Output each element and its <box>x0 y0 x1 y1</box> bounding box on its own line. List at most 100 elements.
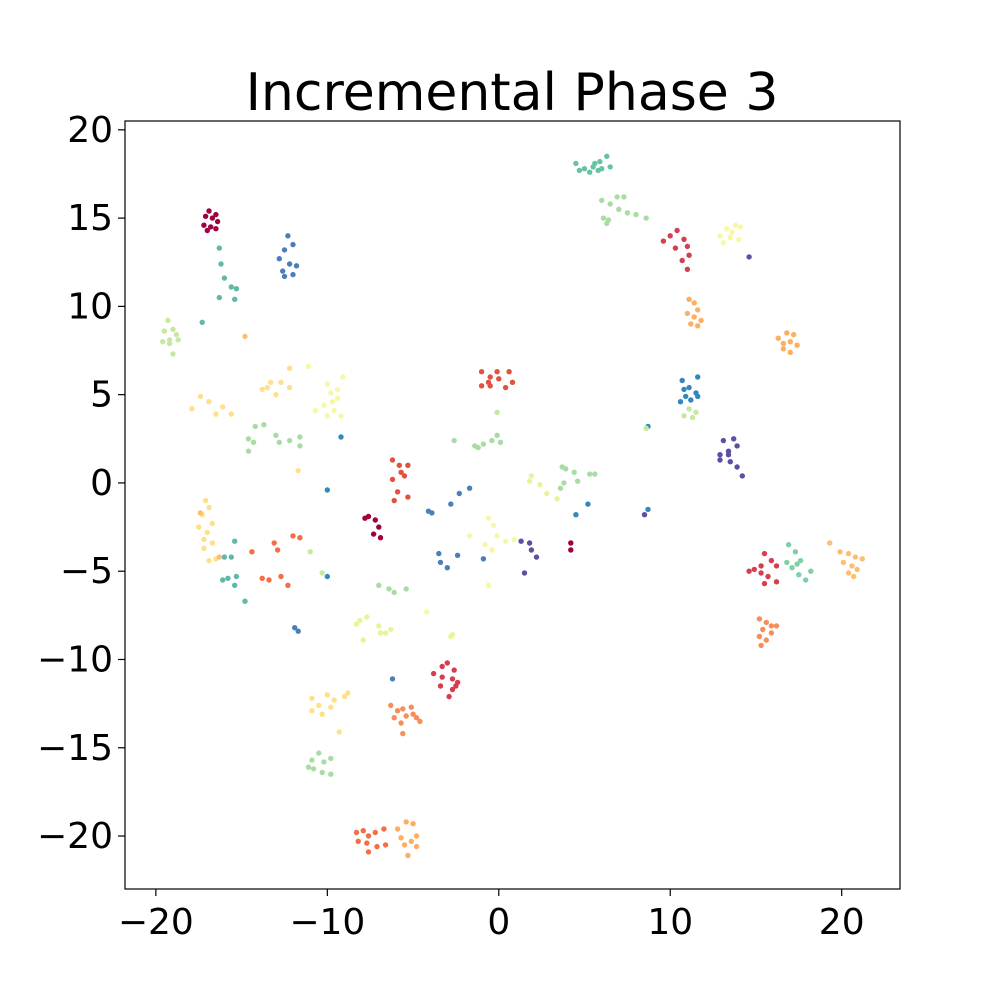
data-point <box>451 437 457 444</box>
data-point <box>225 575 231 581</box>
data-point <box>439 663 445 670</box>
data-point <box>573 160 579 167</box>
data-point <box>688 397 694 403</box>
data-point <box>285 582 291 588</box>
data-point <box>734 443 740 449</box>
data-point <box>372 829 378 836</box>
data-point <box>261 422 267 428</box>
data-point <box>259 575 265 581</box>
data-point <box>276 256 282 262</box>
data-point <box>372 517 378 523</box>
data-point <box>250 439 257 445</box>
data-point <box>571 469 577 475</box>
data-point <box>189 406 195 412</box>
data-point <box>338 413 344 419</box>
data-point <box>681 236 687 242</box>
data-point <box>334 386 341 393</box>
data-point <box>286 365 293 371</box>
data-point <box>273 432 279 438</box>
data-point <box>364 614 370 620</box>
data-point <box>494 533 500 539</box>
data-point <box>324 413 330 419</box>
data-point <box>286 261 293 267</box>
data-point <box>201 545 207 551</box>
data-point <box>286 437 293 444</box>
data-point <box>278 573 284 580</box>
data-point <box>587 169 593 175</box>
data-point <box>274 547 281 553</box>
data-point <box>765 573 771 580</box>
data-point <box>660 238 667 244</box>
data-point <box>410 821 416 827</box>
data-point <box>544 490 550 497</box>
x-tick-label: 0 <box>487 902 510 943</box>
data-point <box>408 838 414 844</box>
data-point <box>739 473 745 479</box>
data-point <box>218 261 224 267</box>
data-point <box>220 404 226 410</box>
data-point <box>353 829 360 836</box>
chart-title: Incremental Phase 3 <box>246 63 779 123</box>
data-point <box>792 549 799 555</box>
data-point <box>695 307 701 313</box>
data-point <box>213 211 219 218</box>
data-point <box>489 547 495 553</box>
data-point <box>624 210 631 216</box>
data-point <box>758 563 764 569</box>
data-point <box>297 443 303 449</box>
data-point <box>405 494 411 500</box>
data-point <box>206 504 212 511</box>
y-tick-label: 5 <box>90 375 113 416</box>
data-point <box>485 515 492 521</box>
data-point <box>587 471 593 477</box>
data-point <box>496 376 502 382</box>
data-point <box>213 411 219 417</box>
x-tick-label: −10 <box>289 902 365 943</box>
data-point <box>268 379 274 385</box>
data-point <box>252 423 258 430</box>
data-point <box>854 566 860 573</box>
data-point <box>394 708 401 714</box>
data-point <box>389 476 396 483</box>
data-point <box>228 411 234 417</box>
data-point <box>845 570 852 576</box>
data-point <box>688 321 694 327</box>
data-point <box>575 478 581 484</box>
data-point <box>362 515 368 521</box>
data-point <box>751 566 757 573</box>
data-point <box>763 619 769 626</box>
data-point <box>729 229 735 235</box>
y-tick-label: −20 <box>37 816 113 857</box>
data-point <box>449 632 456 638</box>
data-point <box>329 399 336 405</box>
data-point <box>717 233 723 239</box>
data-point <box>370 531 377 537</box>
data-point <box>489 437 495 444</box>
data-point <box>717 457 723 463</box>
data-point <box>376 524 382 530</box>
data-point <box>160 339 166 345</box>
data-point <box>756 616 763 622</box>
data-point <box>695 323 701 329</box>
data-point <box>242 598 248 604</box>
data-point <box>720 437 727 444</box>
data-point <box>554 496 560 502</box>
data-point <box>557 485 564 491</box>
data-point <box>280 268 286 274</box>
data-point <box>386 586 392 592</box>
data-point <box>271 540 277 546</box>
data-point <box>454 552 461 558</box>
data-point <box>761 550 768 557</box>
data-point <box>264 384 270 391</box>
data-point <box>451 667 457 673</box>
data-point <box>204 529 210 536</box>
data-point <box>667 233 673 239</box>
data-point <box>245 436 252 442</box>
data-point <box>175 337 181 343</box>
data-point <box>245 448 252 454</box>
data-point <box>170 351 176 357</box>
data-point <box>674 227 680 234</box>
data-point <box>559 464 565 470</box>
data-point <box>758 642 764 649</box>
